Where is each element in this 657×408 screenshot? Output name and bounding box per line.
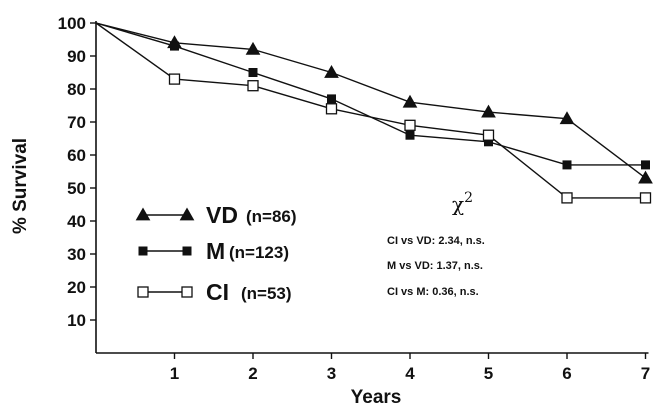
legend-item-ci: CI (n=53) — [137, 279, 292, 305]
legend-item-m: M (n=123) — [138, 238, 289, 264]
x-tick-label: 1 — [170, 364, 179, 383]
data-point-m — [248, 68, 258, 77]
x-tick-label: 3 — [327, 364, 336, 383]
data-point-m — [327, 94, 336, 104]
data-point-ci — [639, 192, 652, 204]
chi-square-symbol: χ2 — [452, 190, 473, 216]
legend-marker-vd — [135, 207, 151, 221]
legend-label-vd: VD — [206, 202, 238, 228]
series-ci — [95, 22, 652, 204]
legend-marker-vd — [179, 207, 195, 221]
data-point-m — [405, 130, 415, 140]
stat-line-ci-vs-m: CI vs M: 0.36, n.s. — [387, 286, 479, 298]
y-tick-label: 60 — [67, 146, 86, 165]
data-point-m — [170, 41, 179, 51]
data-point-m — [641, 160, 650, 170]
legend: VD (n=86)M (n=123)CI (n=53) — [135, 202, 297, 305]
x-tick-label: 5 — [484, 364, 493, 383]
data-point-vd — [245, 41, 261, 55]
legend-marker-m — [182, 246, 192, 256]
stat-line-m-vs-vd: M vs VD: 1.37, n.s. — [387, 260, 483, 272]
data-point-vd — [481, 104, 496, 118]
y-tick-label: 70 — [67, 113, 86, 132]
x-tick-label: 4 — [405, 364, 415, 383]
y-tick-label: 10 — [67, 311, 86, 330]
data-point-ci — [168, 73, 181, 85]
data-point-vd — [324, 64, 339, 78]
data-point-vd — [638, 170, 653, 184]
legend-marker-m — [138, 246, 148, 256]
y-tick-label: 100 — [58, 14, 86, 33]
data-point-ci — [247, 80, 259, 92]
legend-n-m: (n=123) — [229, 243, 289, 262]
legend-n-vd: (n=86) — [246, 207, 297, 226]
series-layer — [95, 22, 653, 204]
legend-label-m: M — [206, 238, 225, 264]
series-line-ci — [95, 22, 646, 199]
legend-n-ci: (n=53) — [241, 284, 292, 303]
stat-line-ci-vs-vd: CI vs VD: 2.34, n.s. — [387, 235, 485, 247]
x-axis-title: Years — [351, 387, 402, 408]
legend-marker-ci — [181, 286, 193, 298]
data-point-ci — [404, 119, 416, 131]
y-tick-label: 50 — [67, 179, 86, 198]
series-line-vd — [95, 22, 646, 179]
y-tick-label: 40 — [67, 212, 86, 231]
y-tick-label: 80 — [67, 80, 86, 99]
data-point-m — [562, 160, 572, 170]
series-vd — [95, 22, 653, 184]
legend-marker-ci — [137, 286, 149, 298]
y-tick-label: 90 — [67, 47, 86, 66]
legend-label-ci: CI — [206, 279, 229, 305]
axes — [95, 21, 649, 354]
y-tick-label: 20 — [67, 278, 86, 297]
legend-item-vd: VD (n=86) — [135, 202, 297, 228]
x-tick-label: 6 — [562, 364, 571, 383]
chi-square-annotation: χ2 CI vs VD: 2.34, n.s. M vs VD: 1.37, n… — [387, 190, 485, 298]
data-point-vd — [402, 94, 418, 108]
x-tick-label: 2 — [248, 364, 257, 383]
y-tick-label: 30 — [67, 245, 86, 264]
data-point-ci — [325, 103, 338, 115]
data-point-ci — [482, 129, 495, 141]
y-axis-title: % Survival — [10, 138, 31, 234]
data-point-vd — [559, 111, 575, 125]
data-point-ci — [561, 192, 573, 204]
x-tick-label: 7 — [641, 364, 650, 383]
axis-ticks: 10 20 30 40 50 60 70 80 90 100 1 2 3 4 5 6 7 — [58, 14, 651, 383]
